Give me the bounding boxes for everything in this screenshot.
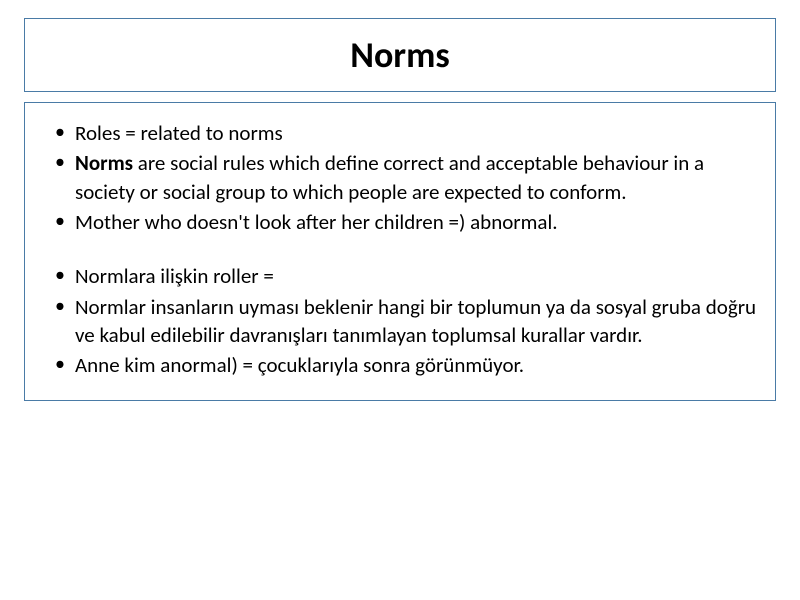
bullet-text: are social rules which define correct an… xyxy=(75,150,704,204)
bullet-text: Anne kim anormal) = çocuklarıyla sonra g… xyxy=(75,352,524,378)
list-item: Normlar insanların uyması beklenir hangi… xyxy=(43,293,757,350)
list-item: Normlara ilişkin roller = xyxy=(43,262,757,290)
list-item: Anne kim anormal) = çocuklarıyla sonra g… xyxy=(43,351,757,379)
list-item: Norms are social rules which define corr… xyxy=(43,149,757,206)
bullet-text: Normlara ilişkin roller = xyxy=(75,263,274,289)
list-item: Mother who doesn't look after her childr… xyxy=(43,208,757,236)
slide-title: Norms xyxy=(35,33,765,77)
bullet-bold: Norms xyxy=(75,150,133,176)
bullet-text: Normlar insanların uyması beklenir hangi… xyxy=(75,294,756,348)
content-container: Roles = related to norms Norms are socia… xyxy=(24,102,776,401)
bullet-text: Mother who doesn't look after her childr… xyxy=(75,209,558,235)
bullet-list: Roles = related to norms Norms are socia… xyxy=(43,119,757,380)
list-item: Roles = related to norms xyxy=(43,119,757,147)
bullet-text: Roles = related to norms xyxy=(75,120,283,146)
title-container: Norms xyxy=(24,18,776,92)
